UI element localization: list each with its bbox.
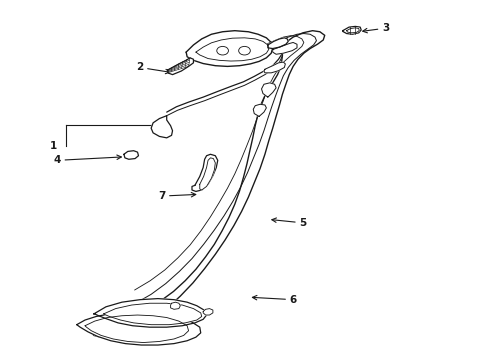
Text: 3: 3 [362,23,388,33]
Polygon shape [192,154,217,192]
Polygon shape [91,31,324,337]
Circle shape [216,46,228,55]
Text: 2: 2 [136,63,170,74]
Polygon shape [346,28,359,33]
Polygon shape [167,58,193,75]
Polygon shape [77,311,201,345]
Polygon shape [103,303,201,325]
Polygon shape [342,26,361,34]
Polygon shape [170,302,180,309]
Polygon shape [261,83,276,97]
Text: 4: 4 [54,155,121,165]
Circle shape [238,46,250,55]
Polygon shape [264,62,285,73]
Text: 6: 6 [252,295,296,305]
Polygon shape [151,116,172,138]
Polygon shape [200,158,215,190]
Polygon shape [85,315,188,342]
Polygon shape [267,38,287,49]
Polygon shape [186,31,272,66]
Polygon shape [203,309,212,315]
Polygon shape [196,38,268,61]
Polygon shape [272,42,296,54]
Text: 5: 5 [271,218,306,228]
Polygon shape [253,104,266,116]
Polygon shape [94,298,206,327]
Text: 1: 1 [50,141,57,151]
Text: 7: 7 [158,191,195,201]
Polygon shape [123,151,138,159]
